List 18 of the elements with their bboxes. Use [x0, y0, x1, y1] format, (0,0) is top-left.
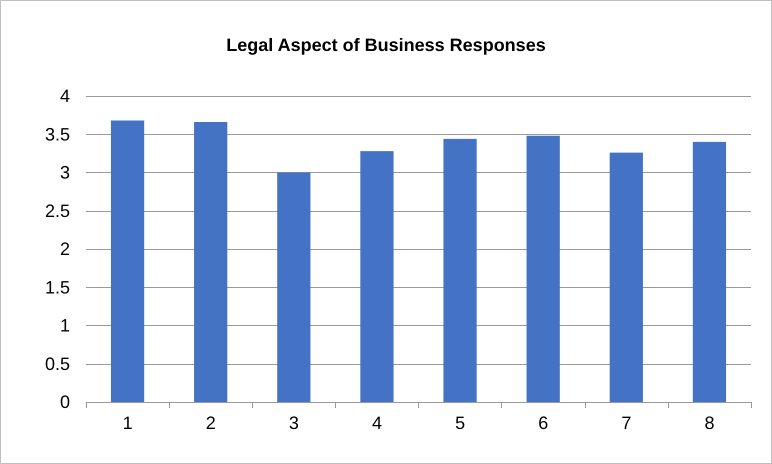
y-tick-label: 4 — [60, 86, 70, 106]
x-tick-label: 1 — [122, 413, 133, 433]
y-tick-label: 3.5 — [44, 124, 70, 144]
x-tick-label: 5 — [455, 413, 466, 433]
x-tick-label: 4 — [372, 413, 382, 433]
y-tick-label: 1.5 — [44, 277, 70, 298]
y-tick-label: 1 — [60, 316, 70, 336]
chart-title: Legal Aspect of Business Responses — [226, 35, 546, 55]
x-tick-label: 2 — [206, 413, 216, 433]
y-tick-label: 2.5 — [44, 200, 70, 221]
x-tick-label: 7 — [621, 413, 632, 433]
y-tick-label: 2 — [60, 239, 70, 259]
y-tick-label: 3 — [60, 162, 70, 182]
x-tick-label: 3 — [288, 413, 299, 433]
x-tick-label: 6 — [538, 413, 548, 433]
y-tick-label: 0 — [60, 392, 70, 412]
y-tick-label: 0.5 — [44, 354, 70, 374]
x-tick-label: 8 — [704, 413, 714, 433]
